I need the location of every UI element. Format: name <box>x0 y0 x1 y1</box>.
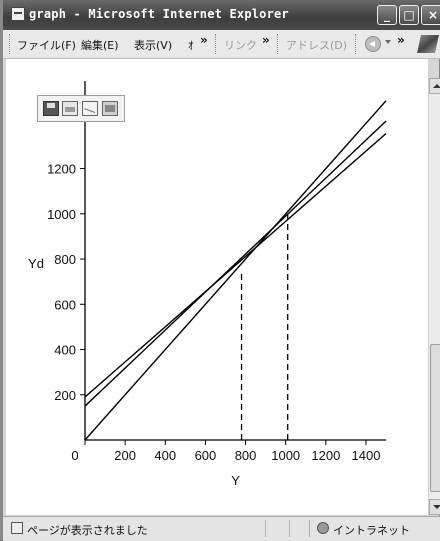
toolbar-chevron[interactable]: » <box>397 33 405 47</box>
minimize-button[interactable]: _ <box>377 5 397 25</box>
vertical-scrollbar[interactable] <box>428 78 440 515</box>
graph-chart: 0 200 400 600 800 1000 1200 1400 200 400 600 800 100… <box>28 81 387 488</box>
menu-edit[interactable]: 編集(E) <box>81 39 119 52</box>
x-tick-label: 1000 <box>271 448 300 463</box>
windows-logo-icon <box>417 35 439 53</box>
x-tick-label: 600 <box>195 448 217 463</box>
scroll-thumb[interactable] <box>430 344 440 492</box>
window-title: graph - Microsoft Internet Explorer <box>29 7 289 21</box>
close-button[interactable]: × <box>421 5 440 25</box>
x-tick-label: 800 <box>235 448 257 463</box>
security-zone-text: イントラネット <box>333 524 410 537</box>
series-line-1 <box>84 100 387 441</box>
save-icon[interactable] <box>43 101 59 116</box>
image-toolbar <box>37 95 125 122</box>
menu-overflow-chevron[interactable]: » <box>200 33 208 47</box>
status-divider <box>309 520 310 537</box>
x-tick-label: 400 <box>154 448 176 463</box>
status-divider <box>265 520 266 537</box>
ie-page-icon <box>11 7 25 21</box>
scroll-up-icon[interactable] <box>429 78 440 94</box>
links-chevron[interactable]: » <box>262 33 270 47</box>
menu-separator <box>215 34 218 54</box>
mail-icon[interactable] <box>82 101 98 116</box>
y-axis-label: Yd <box>28 256 44 271</box>
menu-grip <box>9 34 12 54</box>
maximize-button[interactable]: □ <box>399 5 419 25</box>
back-dropdown-icon[interactable] <box>385 40 391 44</box>
x-tick-label: 200 <box>114 448 136 463</box>
series-line-2 <box>84 120 387 407</box>
menu-file[interactable]: ファイル(F) <box>17 39 76 52</box>
y-tick-label: 600 <box>54 297 76 312</box>
page-done-icon <box>11 522 23 534</box>
print-icon[interactable] <box>62 101 78 116</box>
title-bar[interactable]: graph - Microsoft Internet Explorer _ □ … <box>3 0 440 30</box>
back-arrow-icon[interactable] <box>365 36 381 52</box>
scroll-down-icon[interactable] <box>429 499 440 515</box>
address-label[interactable]: アドレス(D) <box>286 39 348 52</box>
y-tick-label: 200 <box>54 388 76 403</box>
folder-icon[interactable] <box>102 101 118 116</box>
x-tick-label: 0 <box>71 448 78 463</box>
x-tick-label: 1400 <box>352 448 381 463</box>
address-separator <box>277 34 280 54</box>
x-tick-label: 1200 <box>311 448 340 463</box>
x-axis-label: Y <box>231 473 240 488</box>
menu-view[interactable]: 表示(V) <box>134 39 173 52</box>
links-label[interactable]: リンク <box>224 39 257 52</box>
y-tick-label: 800 <box>54 252 76 267</box>
status-divider <box>289 520 290 537</box>
page-content: 0 200 400 600 800 1000 1200 1400 200 400 600 800 100… <box>6 59 428 515</box>
series-line-3 <box>84 132 387 398</box>
status-text: ページが表示されました <box>27 524 148 537</box>
y-tick-label: 1200 <box>47 162 76 177</box>
menu-favorites[interactable]: ｵ <box>188 39 194 52</box>
status-bar: ページが表示されました イントラネット <box>3 516 440 541</box>
nav-separator <box>355 34 358 54</box>
y-tick-label: 400 <box>54 343 76 358</box>
menu-bar: ファイル(F) 編集(E) 表示(V) ｵ » リンク » アドレス(D) » <box>3 30 440 59</box>
intranet-zone-icon <box>317 522 329 534</box>
y-tick-label: 1000 <box>47 207 76 222</box>
